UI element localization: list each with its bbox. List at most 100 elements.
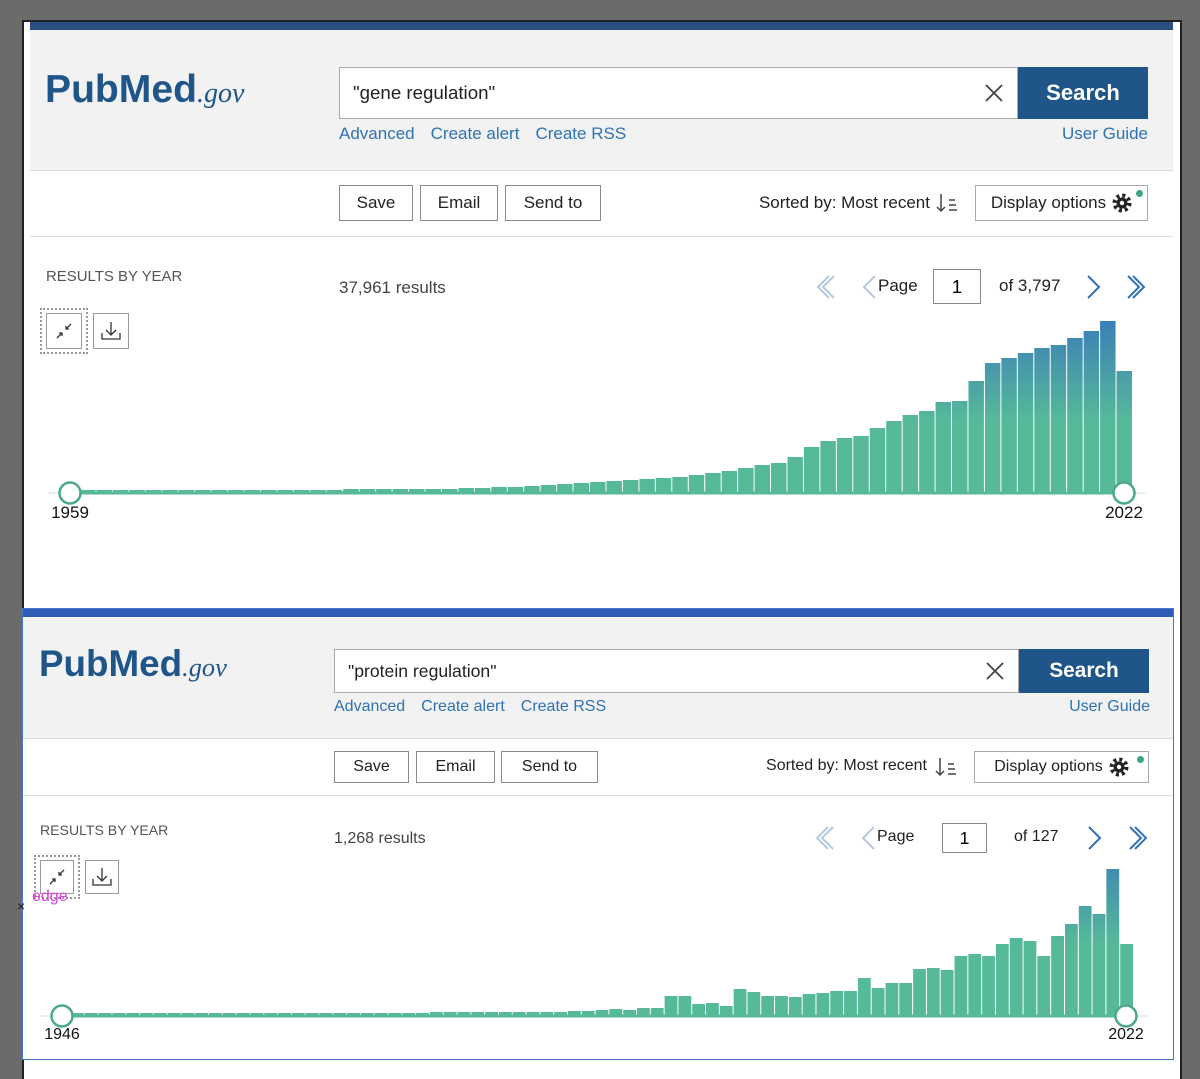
results-chart: 1959 2022	[48, 321, 1146, 522]
first-page-svg	[815, 826, 834, 850]
sort-label[interactable]: Sorted by: Most recent	[766, 757, 927, 775]
next-page	[1080, 273, 1108, 301]
bar	[429, 1012, 443, 1016]
last-page	[1125, 273, 1153, 301]
sort-label[interactable]: Sorted by: Most recent	[758, 192, 930, 212]
collapse-button[interactable]	[46, 313, 82, 349]
bar	[747, 992, 761, 1016]
download-glyph	[101, 322, 121, 340]
action-label: Save	[353, 758, 390, 775]
user-guide[interactable]: User Guide	[1062, 124, 1148, 143]
action-label: Save	[356, 193, 396, 212]
search-link[interactable]: Advanced	[339, 124, 415, 143]
bar	[622, 480, 639, 493]
sort-icon	[934, 756, 958, 778]
page-label: Page	[878, 276, 918, 296]
search-link[interactable]: Create RSS	[535, 124, 627, 143]
bar	[787, 457, 803, 493]
bar	[1017, 353, 1034, 493]
bar	[443, 1012, 457, 1016]
bar	[869, 428, 886, 493]
focus-ring	[40, 308, 88, 354]
action-button[interactable]: Save	[339, 185, 413, 221]
download-button[interactable]	[85, 860, 119, 894]
search-link[interactable]: Create alert	[430, 124, 520, 143]
bar	[935, 402, 952, 493]
sort-icon-svg	[936, 194, 957, 213]
separator	[30, 236, 1173, 237]
action-label: Email	[435, 758, 476, 775]
collapse-icon	[56, 323, 72, 339]
logo[interactable]: PubMed.gov	[39, 643, 227, 685]
action-button[interactable]: Send to	[501, 751, 598, 783]
bar	[886, 421, 902, 493]
bar	[803, 447, 820, 493]
page-input[interactable]: 1	[942, 823, 987, 853]
bar	[926, 968, 940, 1016]
search-links: Advanced Create alert Create RSS	[334, 698, 606, 716]
bar	[474, 488, 491, 493]
search-button[interactable]: Search	[1019, 649, 1149, 693]
page-number: 1	[951, 275, 963, 297]
year-label: 2022	[1105, 503, 1143, 522]
action-button[interactable]: Email	[416, 751, 495, 783]
page-input[interactable]: 1	[933, 269, 981, 304]
chevron	[820, 826, 834, 850]
page-label: Page	[877, 828, 915, 846]
display-options[interactable]: Display options	[975, 185, 1148, 221]
bar	[524, 486, 540, 493]
bar	[1023, 941, 1037, 1016]
bar	[458, 488, 474, 493]
bar	[678, 996, 692, 1016]
user-guide[interactable]: User Guide	[1069, 698, 1150, 715]
action-button[interactable]: Email	[420, 185, 498, 221]
search-box[interactable]: "protein regulation"	[334, 649, 1019, 693]
prev-page	[856, 273, 884, 301]
search-button[interactable]: Search	[1018, 67, 1148, 119]
search-box[interactable]: "gene regulation"	[339, 67, 1018, 119]
bar	[471, 1012, 485, 1016]
results-chart: 1946 2022	[40, 869, 1148, 1043]
bar	[637, 1008, 650, 1016]
logo[interactable]: PubMed.gov	[45, 68, 244, 112]
bar	[853, 436, 869, 493]
chevron	[1129, 826, 1143, 850]
display-label: Display options	[990, 193, 1107, 212]
download-button[interactable]	[93, 313, 129, 349]
status-dot	[1136, 190, 1143, 197]
collapse-button[interactable]	[40, 860, 74, 894]
sort-icon-svg	[935, 758, 956, 777]
results-count: 37,961 results	[339, 278, 446, 297]
pubmed-panel: PubMed.gov "protein regulation" Search Adva…	[22, 608, 1174, 1060]
bar	[581, 1011, 595, 1016]
bar	[392, 489, 409, 493]
action-button[interactable]: Save	[334, 751, 409, 783]
sort-arrow	[936, 194, 957, 213]
separator	[23, 795, 1173, 796]
bar	[507, 487, 524, 493]
bar	[359, 489, 376, 493]
search-query: "gene regulation"	[353, 82, 496, 103]
bar	[816, 993, 830, 1016]
top-bar	[23, 609, 1173, 617]
search-link[interactable]: Create alert	[421, 698, 505, 715]
search-query: "protein regulation"	[348, 661, 497, 681]
bar	[1050, 345, 1067, 493]
bar	[1034, 348, 1050, 493]
bar	[984, 363, 1001, 493]
action-label: Send to	[523, 193, 583, 212]
results-by-year: RESULTS BY YEAR	[40, 822, 169, 838]
search-link[interactable]: Advanced	[334, 698, 406, 715]
search-link[interactable]: Create RSS	[520, 698, 607, 715]
first-page-svg	[816, 274, 835, 299]
gear-hole	[1119, 200, 1125, 206]
bar	[526, 1012, 540, 1016]
bar	[606, 481, 622, 493]
logo-domain: .gov	[182, 652, 227, 682]
action-button[interactable]: Send to	[505, 185, 601, 221]
bar	[409, 489, 425, 493]
bar	[1120, 944, 1133, 1016]
bar	[968, 954, 982, 1016]
display-options[interactable]: Display options	[974, 751, 1149, 783]
bar	[590, 482, 606, 493]
